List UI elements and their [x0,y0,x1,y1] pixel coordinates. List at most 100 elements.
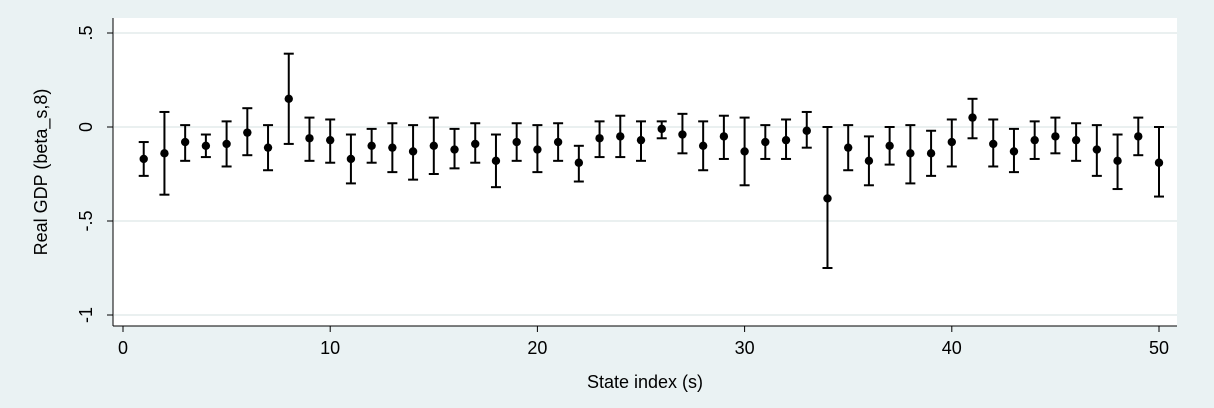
y-tick-label: .5 [76,25,96,40]
error-bar-38 [905,124,916,185]
data-point [346,154,356,164]
y-tick-label: -.5 [76,210,96,231]
data-point [1092,145,1102,154]
x-tick-label: 30 [735,338,755,358]
data-point [305,134,314,143]
x-axis-label: State index (s) [587,372,703,392]
data-point [574,158,584,167]
data-point [781,135,791,145]
error-bar-24 [615,114,626,159]
data-point [263,143,273,152]
data-point [1030,135,1039,145]
data-point [471,139,480,149]
x-tick-label: 40 [942,338,962,358]
error-bar-50 [1154,126,1164,198]
error-bar-9 [304,116,315,162]
data-point [533,145,542,154]
y-axis-label: Real GDP (beta_s,8) [31,89,52,256]
error-bar-32 [781,118,792,160]
error-bar-19 [511,122,522,162]
x-tick-label: 0 [118,338,128,358]
error-bar-14 [408,124,419,181]
data-point [491,156,501,166]
data-point [408,147,418,156]
data-point [201,141,211,150]
data-point [1051,132,1060,141]
error-bar-40 [946,118,957,168]
error-bar-12 [366,127,377,164]
error-bar-45 [1050,116,1061,155]
data-point [222,139,231,149]
error-bar-46 [1071,122,1082,162]
error-bar-33 [801,110,812,149]
error-bar-42 [988,118,999,168]
error-bar-13 [387,122,398,174]
y-tick-label: 0 [76,122,96,132]
data-point [636,135,646,145]
error-bar-5 [221,120,232,168]
plot-area [113,18,1177,326]
error-bar-27 [677,112,688,155]
error-bar-35 [843,124,854,172]
error-bar-6 [242,107,253,157]
y-tick-label: -1 [76,307,96,323]
error-bar-16 [449,127,460,170]
error-bar-30 [739,116,750,187]
data-point [1071,135,1081,145]
data-point [180,137,190,147]
error-bar-8 [283,52,294,145]
data-point [512,137,521,147]
data-point [968,113,977,122]
error-bar-17 [470,122,481,164]
error-bar-7 [263,124,274,172]
error-bar-22 [573,144,584,183]
data-point [616,132,625,141]
x-tick-label: 50 [1149,338,1169,358]
data-point [719,132,729,141]
data-point [326,135,335,145]
error-bar-15 [428,116,439,175]
error-bar-43 [1008,127,1019,174]
data-point [1134,132,1143,141]
error-bar-23 [594,120,605,159]
error-bar-4 [200,133,211,159]
error-bar-29 [718,114,729,160]
data-point [553,137,563,147]
data-point [1009,147,1019,156]
error-bar-3 [180,124,191,162]
data-point [740,147,749,156]
error-bar-49 [1133,116,1144,157]
data-point [844,143,853,152]
error-bar-36 [863,135,874,187]
error-bar-20 [532,124,543,174]
data-point [388,143,397,152]
data-point [450,145,459,154]
error-bar-18 [490,133,501,189]
data-point [864,156,874,166]
x-tick-label: 10 [320,338,340,358]
data-point [367,141,376,150]
error-bar-41 [967,97,978,140]
error-bar-39 [926,129,937,177]
error-bar-10 [325,118,336,164]
data-point [243,128,252,137]
error-bar-28 [698,120,709,172]
data-point [1113,156,1122,166]
data-point [429,141,438,150]
data-point [160,149,169,158]
data-point [823,194,832,203]
error-bar-34 [822,126,833,269]
grid-lines [114,32,1177,316]
error-bar-2 [159,110,170,196]
error-bar-1 [138,141,149,177]
data-point [657,124,666,134]
data-point [761,137,770,147]
error-bar-25 [636,120,646,162]
error-bar-48 [1112,133,1123,191]
data-marks [138,52,1164,269]
data-point [947,137,956,147]
x-tick-label: 20 [527,338,547,358]
axis-ticks: -1 -.5 0 .5 0 10 20 30 40 50 [76,25,1169,358]
error-bar-11 [345,133,356,185]
